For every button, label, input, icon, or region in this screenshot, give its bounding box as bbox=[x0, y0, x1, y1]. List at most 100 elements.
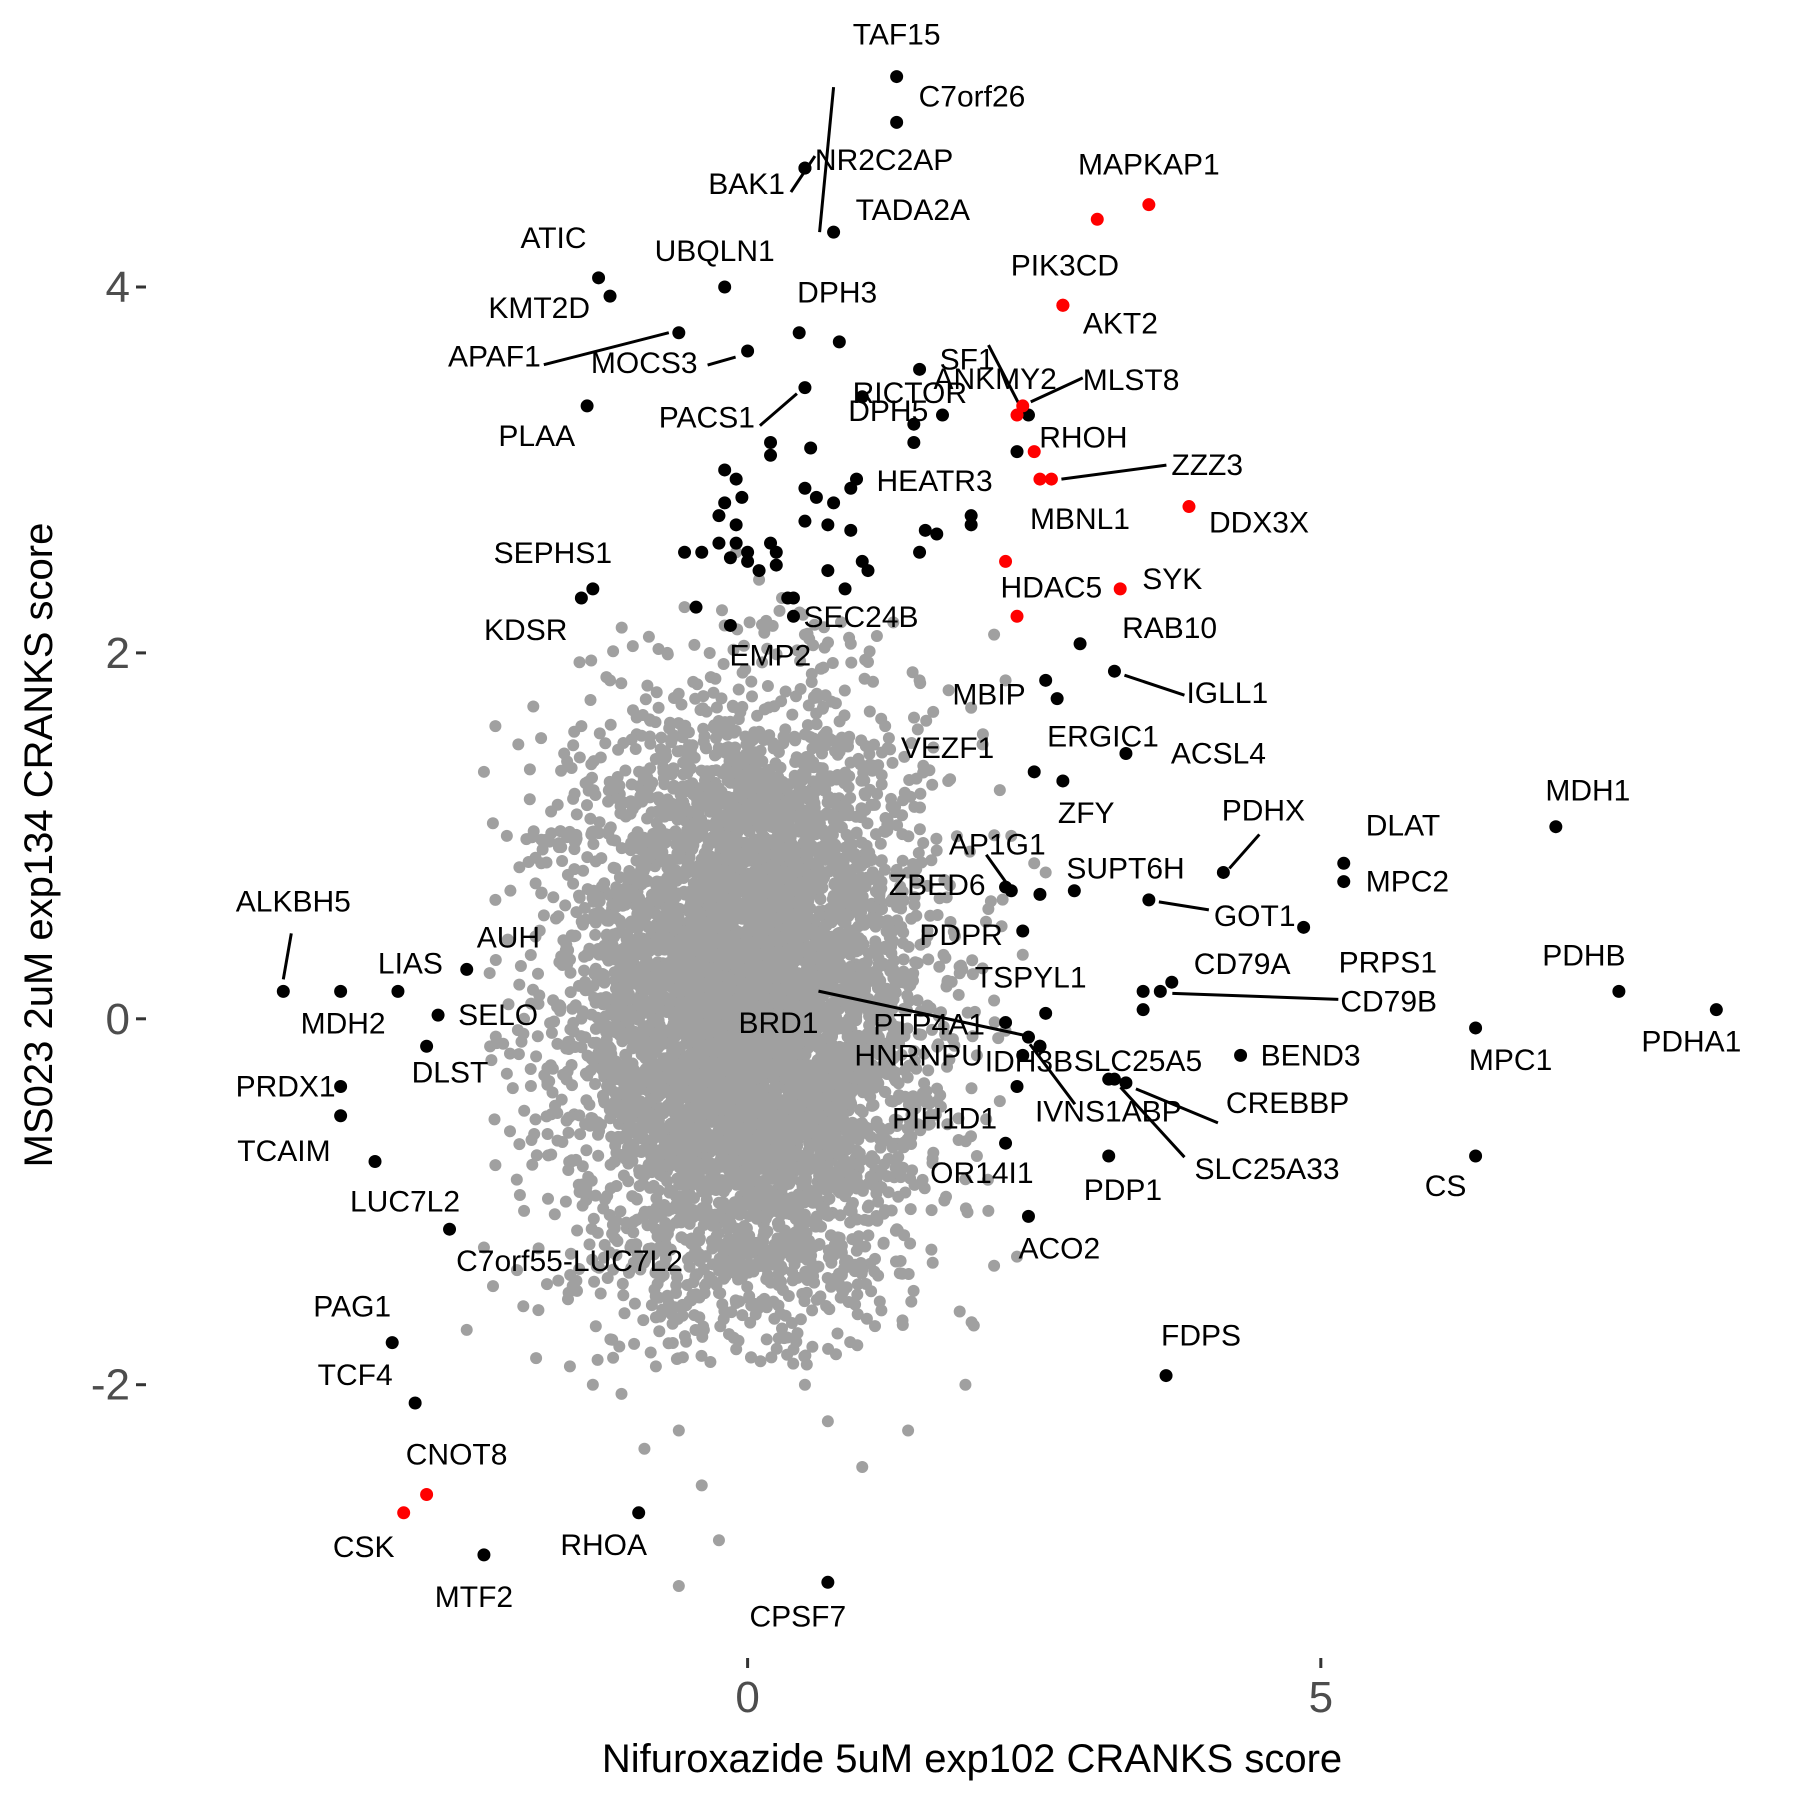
background-point bbox=[860, 1312, 873, 1325]
background-point bbox=[820, 1300, 833, 1312]
background-point bbox=[941, 1060, 953, 1073]
background-point bbox=[598, 877, 611, 890]
background-point bbox=[955, 959, 967, 972]
background-point bbox=[580, 1144, 593, 1157]
background-point bbox=[569, 929, 582, 942]
background-point bbox=[782, 921, 795, 934]
background-point bbox=[858, 672, 871, 685]
background-point bbox=[736, 1309, 749, 1322]
background-point bbox=[904, 1203, 917, 1216]
background-point bbox=[751, 709, 764, 722]
background-point bbox=[525, 1134, 538, 1146]
background-point bbox=[875, 778, 888, 791]
background-point bbox=[852, 1178, 865, 1191]
background-point bbox=[610, 1180, 623, 1192]
background-point bbox=[513, 861, 526, 874]
background-point bbox=[632, 1014, 645, 1027]
background-point bbox=[619, 1098, 632, 1111]
background-point bbox=[760, 614, 773, 627]
background-point bbox=[619, 764, 632, 777]
background-point bbox=[756, 656, 769, 669]
background-point bbox=[658, 778, 671, 791]
background-point bbox=[949, 930, 961, 943]
background-point bbox=[817, 661, 830, 674]
background-point bbox=[584, 812, 597, 825]
background-point bbox=[885, 1033, 898, 1045]
background-point bbox=[799, 1349, 812, 1362]
background-point bbox=[704, 1356, 717, 1368]
background-point bbox=[992, 1032, 1005, 1045]
background-point bbox=[773, 1217, 786, 1230]
background-point bbox=[489, 954, 502, 966]
background-point bbox=[604, 1333, 617, 1346]
background-point bbox=[842, 1296, 855, 1308]
background-point bbox=[580, 1094, 593, 1107]
background-point bbox=[941, 1118, 954, 1131]
background-point bbox=[966, 954, 979, 967]
background-point bbox=[895, 920, 908, 933]
background-point bbox=[922, 1118, 935, 1131]
background-points bbox=[460, 546, 1052, 1592]
background-point bbox=[536, 843, 549, 856]
background-point bbox=[687, 675, 700, 688]
background-point bbox=[594, 1287, 607, 1300]
background-point bbox=[800, 1358, 813, 1371]
background-point bbox=[795, 644, 808, 657]
background-point bbox=[504, 884, 517, 897]
background-point bbox=[896, 885, 909, 898]
background-point bbox=[810, 718, 823, 731]
background-point bbox=[815, 1068, 828, 1081]
background-point bbox=[571, 1224, 584, 1237]
background-point bbox=[748, 726, 761, 739]
background-point bbox=[879, 812, 892, 824]
background-point bbox=[930, 832, 943, 845]
background-point bbox=[566, 1079, 578, 1092]
background-point bbox=[524, 949, 537, 961]
background-point bbox=[837, 916, 850, 929]
background-point bbox=[833, 715, 846, 728]
background-point bbox=[950, 830, 963, 843]
background-point bbox=[736, 700, 749, 713]
background-point bbox=[523, 763, 536, 776]
background-point bbox=[573, 656, 586, 669]
background-point bbox=[811, 1038, 824, 1051]
background-point bbox=[859, 804, 872, 816]
background-point bbox=[734, 1245, 747, 1258]
background-point bbox=[625, 1238, 638, 1251]
background-point bbox=[805, 940, 818, 953]
background-point bbox=[569, 1041, 582, 1053]
background-point bbox=[988, 1016, 1001, 1029]
background-point bbox=[565, 762, 578, 774]
background-point bbox=[632, 1128, 645, 1141]
background-point bbox=[504, 1125, 516, 1138]
background-point bbox=[911, 957, 924, 970]
background-point bbox=[527, 983, 539, 996]
background-point bbox=[664, 1243, 677, 1256]
background-point bbox=[710, 701, 723, 714]
background-point bbox=[544, 1059, 557, 1072]
background-point bbox=[637, 1177, 649, 1190]
background-point bbox=[844, 756, 857, 769]
background-point bbox=[902, 830, 915, 843]
background-point bbox=[965, 1082, 978, 1095]
background-point bbox=[925, 854, 938, 867]
background-point bbox=[874, 837, 887, 850]
background-point bbox=[567, 877, 580, 890]
background-point bbox=[826, 657, 839, 669]
background-point bbox=[881, 824, 894, 837]
background-point bbox=[852, 931, 865, 944]
background-point bbox=[683, 739, 696, 752]
background-point bbox=[592, 1128, 604, 1141]
background-point bbox=[567, 1025, 580, 1038]
background-point bbox=[944, 916, 957, 928]
background-point bbox=[589, 1078, 602, 1090]
background-point bbox=[532, 1304, 545, 1317]
background-point bbox=[593, 816, 606, 829]
background-point bbox=[782, 1290, 795, 1302]
background-point bbox=[743, 813, 756, 826]
background-point bbox=[902, 1268, 915, 1280]
background-point bbox=[773, 1278, 786, 1291]
background-point bbox=[886, 1141, 899, 1154]
background-point bbox=[891, 1120, 903, 1132]
